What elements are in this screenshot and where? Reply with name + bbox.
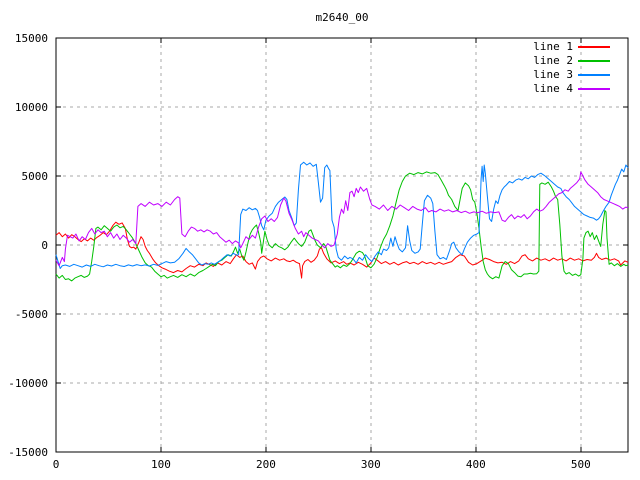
x-tick-label: 400 xyxy=(466,458,486,471)
x-tick-label: 300 xyxy=(361,458,381,471)
y-tick-label: -15000 xyxy=(8,446,48,459)
legend-item: line 2 xyxy=(533,54,610,68)
y-tick-label: 0 xyxy=(41,239,48,252)
y-tick-label: 5000 xyxy=(22,170,49,183)
x-tick-label: 500 xyxy=(571,458,591,471)
y-tick-label: 10000 xyxy=(15,101,48,114)
legend-line-sample xyxy=(578,60,610,62)
x-tick-label: 200 xyxy=(256,458,276,471)
series-line-4 xyxy=(55,171,629,267)
series-line-1 xyxy=(55,221,629,279)
legend-item: line 4 xyxy=(533,82,610,96)
legend-label: line 1 xyxy=(533,40,573,53)
legend-label: line 3 xyxy=(533,68,573,81)
y-tick-label: 15000 xyxy=(15,32,48,45)
legend-line-sample xyxy=(578,88,610,90)
series-line-3 xyxy=(55,161,629,269)
legend: line 1 line 2 line 3 line 4 xyxy=(533,40,610,96)
legend-item: line 3 xyxy=(533,68,610,82)
legend-line-sample xyxy=(578,46,610,48)
legend-item: line 1 xyxy=(533,40,610,54)
legend-label: line 4 xyxy=(533,82,573,95)
x-tick-label: 100 xyxy=(151,458,171,471)
x-tick-label: 0 xyxy=(53,458,60,471)
y-tick-label: -10000 xyxy=(8,377,48,390)
chart-title: m2640_00 xyxy=(315,11,369,24)
series-line-2 xyxy=(55,171,629,282)
y-tick-label: -5000 xyxy=(15,308,48,321)
legend-label: line 2 xyxy=(533,54,573,67)
legend-line-sample xyxy=(578,74,610,76)
